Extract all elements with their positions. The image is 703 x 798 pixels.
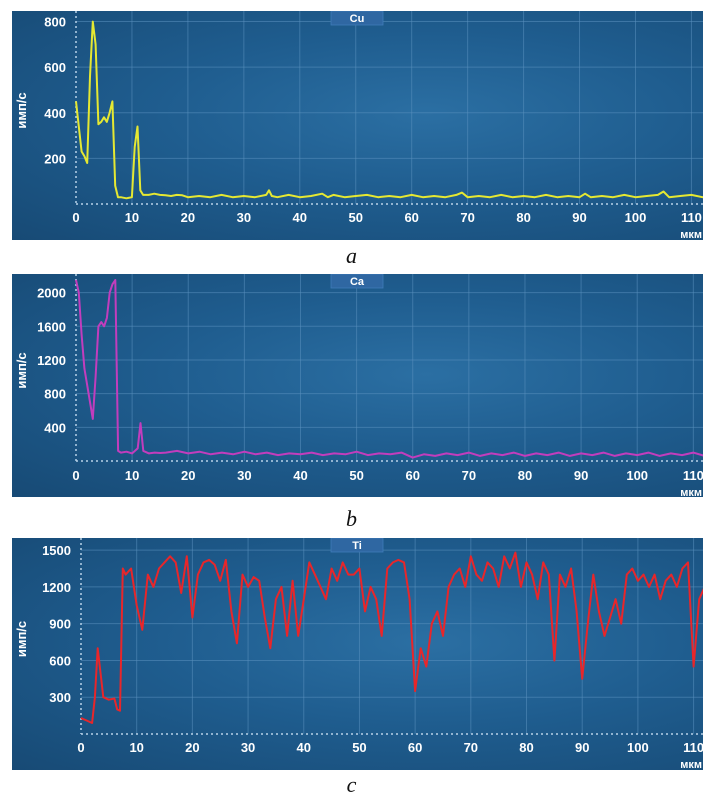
x-tick-label: 20 [185,740,199,755]
y-tick-label: 1200 [42,580,71,595]
y-tick-label: 800 [44,387,66,402]
x-tick-label: 10 [125,468,139,483]
x-tick-label: 100 [625,210,647,225]
x-tick-label: 20 [181,468,195,483]
x-tick-label: 110 [681,210,702,225]
y-axis-label: имп/с [14,621,29,657]
series-line [80,551,703,724]
chart-panel-ca: 0 10 20 30 40 50 60 70 80 90 100 110 400 800 1200 1600 2… [12,274,703,497]
x-tick-label: 50 [349,468,363,483]
y-tick-label: 400 [44,106,66,121]
x-tick-label: 0 [72,468,79,483]
x-tick-label: 90 [574,468,588,483]
y-tick-label: 1600 [37,319,66,334]
x-axis-label: мкм [680,759,702,770]
x-axis-label: мкм [680,229,702,240]
y-tick-label: 200 [44,151,66,166]
y-tick-label: 600 [44,60,66,75]
x-tick-label: 50 [349,210,363,225]
x-tick-label: 10 [125,210,139,225]
x-tick-label: 100 [627,740,649,755]
chart-ti: 0 10 20 30 40 50 60 70 80 90 100 110 300 600 900 1200 15… [14,538,703,770]
x-tick-label: 30 [241,740,255,755]
chart-title: Cu [350,13,365,25]
x-tick-label: 0 [72,210,79,225]
chart-cu: 0 10 20 30 40 50 60 70 80 90 100 110 200 400 600 800 имп… [14,11,703,240]
x-tick-label: 80 [519,740,533,755]
y-tick-label: 600 [49,653,71,668]
series-line [75,20,703,200]
x-tick-label: 60 [404,210,418,225]
caption-b: b [346,506,357,531]
series-line [75,279,703,459]
x-tick-label: 60 [405,468,419,483]
x-axis-label: мкм [680,487,702,497]
y-tick-label: 400 [44,420,66,435]
x-tick-label: 70 [462,468,476,483]
x-tick-label: 100 [626,468,648,483]
x-tick-label: 110 [683,740,703,755]
x-tick-label: 20 [181,210,195,225]
y-tick-label: 1200 [37,353,66,368]
chart-title-box [330,11,384,26]
x-tick-label: 80 [516,210,530,225]
y-tick-label: 900 [49,617,71,632]
y-tick-label: 1500 [42,543,71,558]
x-tick-label: 30 [237,468,251,483]
y-tick-label: 300 [49,690,71,705]
x-tick-label: 80 [518,468,532,483]
chart-title: Ca [350,276,365,288]
x-tick-label: 110 [683,468,703,483]
x-tick-label: 90 [575,740,589,755]
chart-title-box [330,538,384,553]
x-tick-label: 40 [293,468,307,483]
x-tick-label: 0 [77,740,84,755]
x-tick-label: 50 [352,740,366,755]
y-tick-label: 800 [44,15,66,30]
chart-title: Ti [352,540,362,552]
caption-a: a [346,243,357,268]
x-tick-label: 10 [129,740,143,755]
chart-panel-ti: 0 10 20 30 40 50 60 70 80 90 100 110 300 600 900 1200 15… [12,538,703,770]
x-tick-label: 30 [237,210,251,225]
chart-title-box [330,274,384,289]
x-tick-label: 70 [464,740,478,755]
y-tick-label: 2000 [37,286,66,301]
y-axis-label: имп/с [14,92,29,128]
chart-panel-cu: 0 10 20 30 40 50 60 70 80 90 100 110 200 400 600 800 имп… [12,11,703,240]
y-axis-label: имп/с [14,352,29,388]
x-tick-label: 40 [293,210,307,225]
chart-ca: 0 10 20 30 40 50 60 70 80 90 100 110 400 800 1200 1600 2… [14,274,703,497]
x-tick-label: 90 [572,210,586,225]
x-tick-label: 70 [460,210,474,225]
x-tick-label: 40 [297,740,311,755]
caption-c: c [346,772,357,797]
x-tick-label: 60 [408,740,422,755]
